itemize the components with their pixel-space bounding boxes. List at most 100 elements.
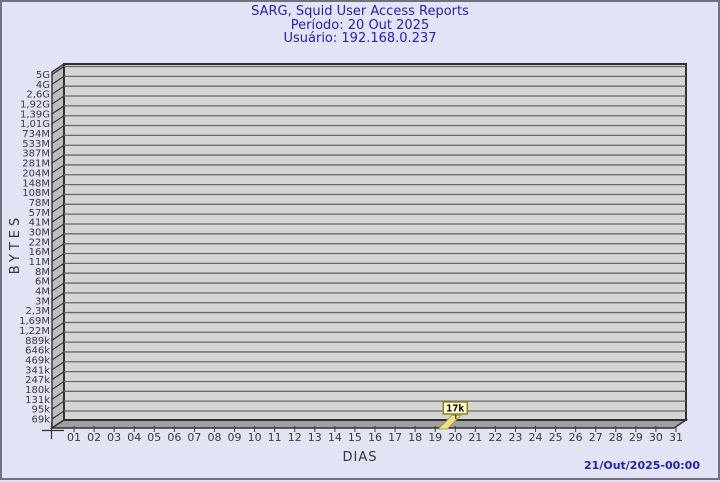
y-tick-label: 108M bbox=[22, 188, 50, 199]
x-tick-label: 04 bbox=[127, 431, 141, 444]
x-tick-label: 13 bbox=[308, 431, 322, 444]
x-tick-label: 11 bbox=[268, 431, 282, 444]
x-tick-label: 08 bbox=[207, 431, 221, 444]
y-tick-mark bbox=[51, 400, 65, 410]
y-tick-mark bbox=[51, 105, 65, 115]
x-tick-label: 29 bbox=[629, 431, 643, 444]
x-tick-label: 12 bbox=[288, 431, 302, 444]
y-tick-label: 131k bbox=[25, 395, 50, 406]
y-tick-mark bbox=[51, 164, 65, 174]
x-tick-label: 15 bbox=[348, 431, 362, 444]
y-tick-mark bbox=[51, 341, 65, 351]
y-tick-label: 1,22M bbox=[19, 326, 50, 337]
y-tick-label: 469k bbox=[25, 355, 50, 366]
x-tick-label: 21 bbox=[468, 431, 482, 444]
y-tick-label: 3M bbox=[35, 296, 50, 307]
x-tick-label: 30 bbox=[649, 431, 663, 444]
y-tick-label: 533M bbox=[22, 139, 50, 150]
generated-timestamp: 21/Out/2025-00:00 bbox=[584, 459, 700, 472]
y-tick-mark bbox=[51, 66, 65, 75]
x-tick-label: 06 bbox=[167, 431, 181, 444]
y-tick-mark bbox=[51, 282, 65, 292]
y-tick-mark bbox=[51, 312, 65, 322]
x-tick-label: 01 bbox=[67, 431, 81, 444]
x-tick-label: 28 bbox=[609, 431, 623, 444]
chart-user: Usuário: 192.168.0.237 bbox=[283, 31, 437, 46]
x-tick-label: 18 bbox=[408, 431, 422, 444]
x-axis-title: DIAS bbox=[342, 450, 378, 465]
floor bbox=[49, 419, 689, 429]
y-axis-title: BYTES bbox=[8, 213, 23, 275]
y-tick-label: 11M bbox=[29, 257, 50, 268]
y-tick-label: 95k bbox=[31, 405, 50, 416]
chart-period: Período: 20 Out 2025 bbox=[290, 17, 430, 33]
y-tick-label: 247k bbox=[25, 375, 50, 386]
y-tick-mark bbox=[51, 184, 65, 194]
y-tick-label: 8M bbox=[35, 267, 50, 278]
y-tick-label: 2,6G bbox=[26, 90, 50, 101]
y-tick-mark bbox=[51, 213, 65, 223]
y-tick-mark bbox=[51, 203, 65, 213]
y-tick-label: 4G bbox=[36, 80, 50, 91]
y-tick-mark bbox=[51, 243, 65, 253]
y-tick-mark bbox=[51, 351, 65, 361]
y-tick-label: 180k bbox=[25, 385, 50, 396]
bar-value-label: 17k bbox=[446, 404, 464, 415]
x-tick-label: 24 bbox=[529, 431, 543, 444]
y-tick-label: 69k bbox=[31, 415, 50, 426]
y-tick-mark bbox=[51, 223, 65, 233]
x-tick-label: 03 bbox=[107, 431, 121, 444]
y-tick-mark bbox=[51, 321, 65, 331]
y-tick-mark bbox=[51, 410, 65, 420]
x-tick-label: 05 bbox=[147, 431, 161, 444]
x-tick-label: 09 bbox=[228, 431, 242, 444]
x-tick-label: 25 bbox=[549, 431, 563, 444]
y-tick-label: 1,92G bbox=[20, 100, 50, 111]
y-tick-label: 41M bbox=[29, 218, 50, 229]
x-tick-label: 10 bbox=[248, 431, 262, 444]
bar-value-box bbox=[442, 401, 469, 415]
y-tick-label: 387M bbox=[22, 149, 50, 160]
y-tick-mark bbox=[51, 75, 65, 85]
y-tick-mark bbox=[51, 85, 65, 95]
y-tick-mark bbox=[51, 381, 65, 390]
x-tick-label: 23 bbox=[508, 431, 522, 444]
x-tick-label: 14 bbox=[328, 431, 342, 444]
y-tick-mark bbox=[51, 361, 65, 371]
x-tick-label: 22 bbox=[488, 431, 502, 444]
y-tick-label: 1,69M bbox=[19, 316, 50, 327]
y-tick-label: 281M bbox=[22, 159, 50, 170]
y-tick-mark bbox=[51, 134, 65, 144]
y-tick-mark bbox=[51, 331, 65, 341]
y-tick-label: 148M bbox=[22, 178, 50, 189]
y-tick-label: 22M bbox=[29, 237, 50, 248]
y-tick-mark bbox=[51, 233, 65, 243]
y-tick-label: 2,3M bbox=[25, 306, 50, 317]
y-tick-mark bbox=[51, 144, 65, 154]
x-tick-label: 02 bbox=[87, 431, 101, 444]
y-tick-mark bbox=[51, 174, 65, 184]
y-tick-label: 57M bbox=[29, 208, 50, 219]
y-tick-label: 204M bbox=[22, 168, 50, 179]
y-tick-mark bbox=[51, 262, 65, 272]
y-tick-mark bbox=[51, 115, 65, 125]
y-tick-mark bbox=[51, 193, 65, 203]
y-tick-label: 341k bbox=[25, 365, 50, 376]
y-tick-mark bbox=[51, 371, 65, 381]
chart-title: SARG, Squid User Access Reports bbox=[251, 4, 469, 19]
y-tick-label: 16M bbox=[29, 247, 50, 258]
x-tick-label: 17 bbox=[388, 431, 402, 444]
bar bbox=[437, 415, 462, 430]
y-tick-label: 1,39G bbox=[20, 109, 50, 120]
plot-face bbox=[63, 63, 687, 421]
y-tick-mark bbox=[51, 253, 65, 262]
y-tick-label: 30M bbox=[29, 227, 50, 238]
y-tick-mark bbox=[51, 95, 65, 105]
y-tick-label: 6M bbox=[35, 277, 50, 288]
x-tick-label: 19 bbox=[428, 431, 442, 444]
y-tick-mark bbox=[51, 292, 65, 302]
x-tick-label: 26 bbox=[569, 431, 583, 444]
chart-header: SARG, Squid User Access Reports Período:… bbox=[2, 5, 718, 46]
